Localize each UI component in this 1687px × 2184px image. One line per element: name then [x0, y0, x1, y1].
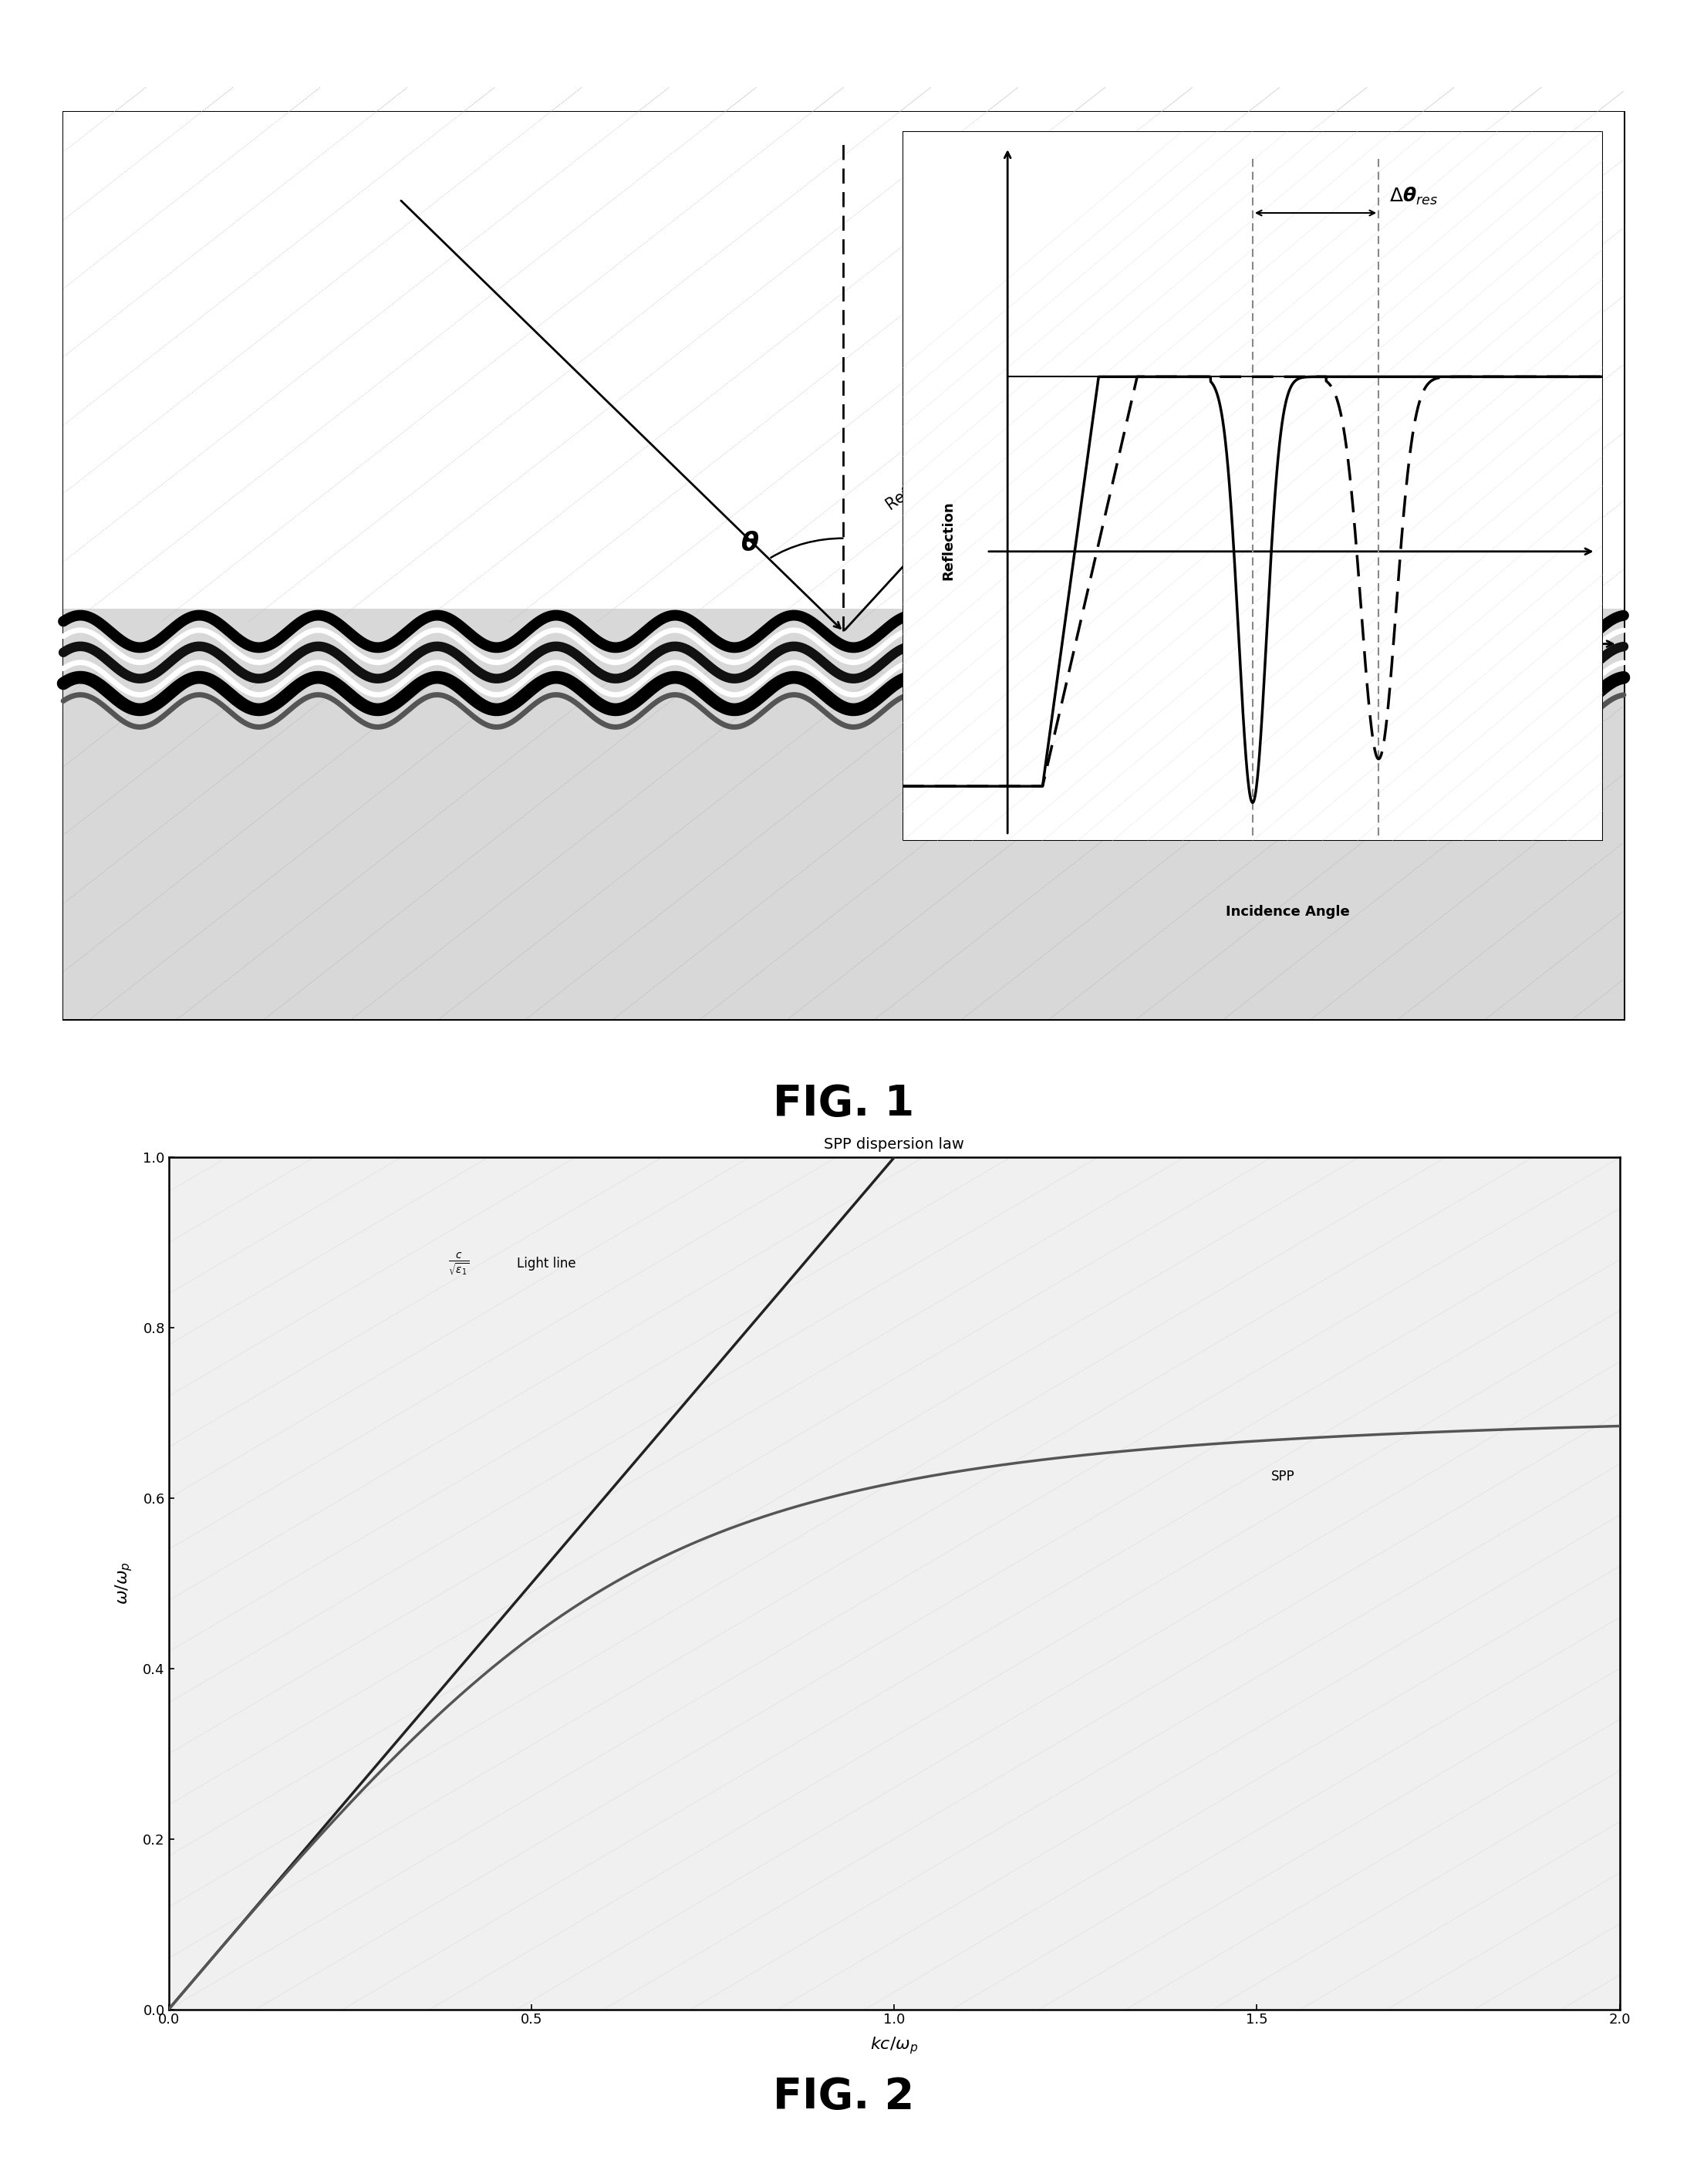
Text: $\Delta\boldsymbol{\theta}_{res}$: $\Delta\boldsymbol{\theta}_{res}$ [1388, 186, 1437, 207]
Text: Reflection: Reflection [882, 454, 958, 513]
Text: FIG. 2: FIG. 2 [773, 2075, 914, 2118]
Text: Light line: Light line [516, 1258, 575, 1271]
Text: SPP: SPP [1272, 1470, 1296, 1483]
Bar [64, 609, 1623, 1020]
Text: Reflection: Reflection [941, 500, 955, 581]
Text: $\frac{c}{\sqrt{\varepsilon_1}}$: $\frac{c}{\sqrt{\varepsilon_1}}$ [449, 1251, 469, 1278]
Y-axis label: $\omega/\omega_p$: $\omega/\omega_p$ [113, 1562, 135, 1605]
Bar [64, 111, 1623, 622]
Title: SPP dispersion law: SPP dispersion law [823, 1138, 965, 1151]
Text: FIG. 1: FIG. 1 [773, 1083, 914, 1125]
X-axis label: $kc/\omega_p$: $kc/\omega_p$ [870, 2035, 918, 2055]
Text: $\boldsymbol{\theta}$: $\boldsymbol{\theta}$ [741, 531, 759, 557]
Text: Incidence Angle: Incidence Angle [1225, 904, 1350, 919]
